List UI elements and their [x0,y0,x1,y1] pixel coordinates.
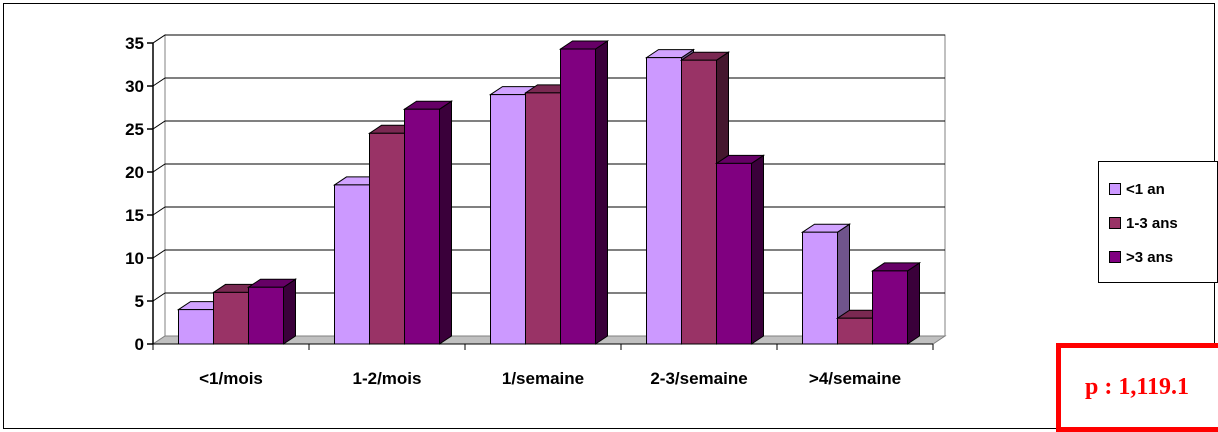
legend-label-series-3: >3 ans [1126,248,1174,266]
x-category-label-4: 2-3/semaine [650,369,747,388]
bar-s2-c5 [837,317,873,345]
legend-item-series-1: <1 an [1109,179,1165,199]
bar-s3-c1 [248,286,284,345]
y-tick-label-1: 5 [135,292,144,311]
bar-s1-c4 [646,57,682,345]
bar-s2-c1 [213,291,249,345]
bar-s1-c1 [178,309,214,345]
bar-side-s3-c3 [595,40,608,345]
chart-side-wall [152,34,166,345]
legend-label-series-2: 1-3 ans [1126,214,1178,232]
legend-swatch-series-1 [1109,183,1121,195]
chart-legend: <1 an 1-3 ans >3 ans [1098,161,1218,283]
legend-swatch-series-3 [1109,251,1121,263]
bar-side-s3-c5 [907,261,920,345]
bar-side-s3-c1 [283,278,296,345]
y-tick-label-2: 10 [125,249,144,268]
x-category-label-3: 1/semaine [502,369,584,388]
y-tick-label-0: 0 [135,335,144,354]
bar-s2-c3 [525,92,561,345]
gridline-7 [152,34,945,44]
bar-s1-c2 [334,184,370,345]
legend-item-series-3: >3 ans [1109,247,1173,267]
bar-s1-c5 [802,231,838,345]
y-tick-label-5: 25 [125,120,144,139]
p-value-text: p : 1,119.1 [1085,374,1190,400]
x-category-label-2: 1-2/mois [353,369,422,388]
bar-side-s3-c4 [751,154,764,345]
bar-s3-c2 [404,108,440,345]
legend-swatch-series-2 [1109,217,1121,229]
bar-s2-c4 [681,59,717,345]
legend-item-series-2: 1-3 ans [1109,213,1178,233]
bar-s3-c3 [560,48,596,345]
legend-label-series-1: <1 an [1126,180,1165,198]
x-category-label-1: <1/mois [199,369,263,388]
y-tick-label-3: 15 [125,206,144,225]
y-tick-label-7: 35 [125,34,144,53]
bar-s1-c3 [490,94,526,345]
y-tick-label-6: 30 [125,77,144,96]
bar-side-s3-c2 [439,100,452,345]
bar-s2-c2 [369,132,405,345]
p-value-box: p : 1,119.1 [1056,343,1218,432]
bar-s3-c4 [716,162,752,345]
bar-s3-c5 [872,270,908,345]
x-category-label-5: >4/semaine [809,369,901,388]
y-tick-label-4: 20 [125,163,144,182]
